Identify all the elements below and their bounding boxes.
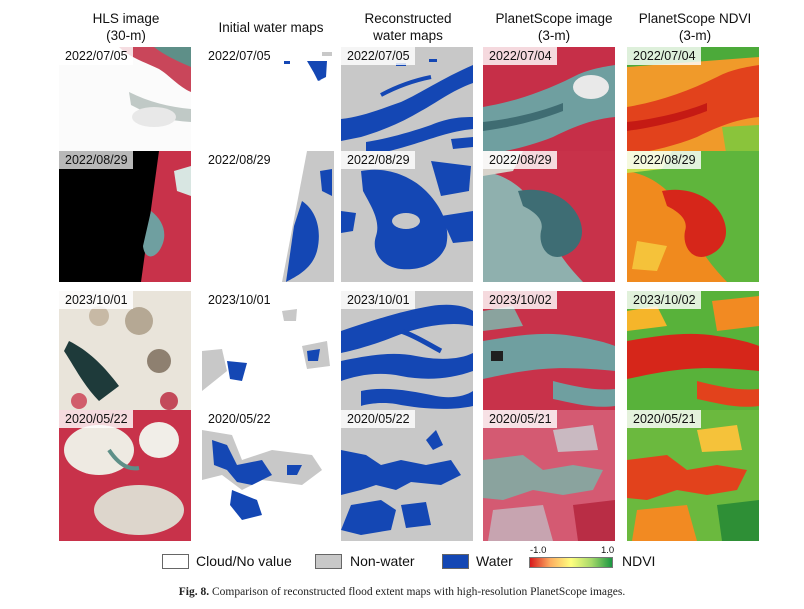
date-label: 2020/05/21 (627, 410, 701, 428)
date-label: 2023/10/01 (59, 291, 133, 309)
column-header-reconstructed: Reconstructed water maps (338, 10, 478, 44)
reconstructed-water-map (341, 291, 473, 422)
date-label: 2022/07/05 (341, 47, 415, 65)
date-label: 2020/05/22 (59, 410, 133, 428)
date-label: 2022/07/04 (627, 47, 701, 65)
panel-initial-row3: 2023/10/01 (202, 291, 334, 422)
figure-caption: Fig. 8. Comparison of reconstructed floo… (0, 586, 804, 598)
reconstructed-water-map (341, 410, 473, 541)
date-label: 2022/08/29 (483, 151, 557, 169)
column-header-line: Initial water maps (218, 20, 324, 35)
column-header-line: (3-m) (678, 28, 712, 43)
ndvi-min-label: -1.0 (530, 545, 547, 556)
panel-ndvi-row4: 2020/05/21 (627, 410, 759, 541)
column-header-initial: Initial water maps (201, 10, 341, 36)
date-label: 2020/05/22 (202, 410, 276, 428)
column-header-line: PlanetScope NDVI (638, 11, 752, 26)
panel-hls-row4: 2020/05/22 (59, 410, 191, 541)
date-label: 2023/10/02 (483, 291, 557, 309)
date-label: 2022/07/05 (202, 47, 276, 65)
column-header-hls: HLS image (30-m) (56, 10, 196, 44)
legend-label-nonwater: Non-water (350, 553, 415, 569)
ndvi-map (627, 151, 759, 282)
ndvi-max-label: 1.0 (601, 545, 615, 556)
ndvi-map (627, 291, 759, 422)
reconstructed-water-map (341, 151, 473, 282)
panel-initial-row4: 2020/05/22 (202, 410, 334, 541)
date-label: 2022/07/05 (59, 47, 133, 65)
date-label: 2023/10/01 (202, 291, 276, 309)
date-label: 2022/08/29 (341, 151, 415, 169)
column-header-line: (30-m) (106, 28, 146, 43)
column-header-line: water maps (373, 28, 443, 43)
initial-water-map (202, 291, 334, 422)
hls-image (59, 410, 191, 541)
hls-image (59, 151, 191, 282)
ndvi-colorbar (529, 557, 613, 568)
figure-caption-text: Comparison of reconstructed flood extent… (211, 586, 626, 598)
panel-planetscope-row2: 2022/08/29 (483, 151, 615, 282)
column-header-line: PlanetScope image (495, 11, 613, 26)
legend-label-water: Water (476, 553, 513, 569)
panel-ndvi-row3: 2023/10/02 (627, 291, 759, 422)
date-label: 2022/08/29 (627, 151, 701, 169)
panel-planetscope-row3: 2023/10/02 (483, 291, 615, 422)
column-header-planetscope: PlanetScope image (3-m) (484, 10, 624, 44)
ndvi-map (627, 410, 759, 541)
panel-hls-row3: 2023/10/01 (59, 291, 191, 422)
hls-image (59, 291, 191, 422)
legend-label-cloud: Cloud/No value (196, 553, 292, 569)
column-header-line: Reconstructed (364, 11, 452, 26)
legend-swatch-cloud (162, 554, 189, 569)
initial-water-map (202, 410, 334, 541)
legend: Cloud/No value Non-water Water -1.0 1.0 … (0, 545, 804, 573)
panel-reconstructed-row3: 2023/10/01 (341, 291, 473, 422)
panel-reconstructed-row4: 2020/05/22 (341, 410, 473, 541)
date-label: 2023/10/01 (341, 291, 415, 309)
legend-label-ndvi: NDVI (622, 553, 656, 569)
date-label: 2020/05/21 (483, 410, 557, 428)
panel-hls-row1: 2022/07/05 (59, 47, 191, 178)
panel-hls-row2: 2022/08/29 (59, 151, 191, 282)
column-header-line: (3-m) (537, 28, 571, 43)
date-label: 2020/05/22 (341, 410, 415, 428)
figure-label: Fig. 8. (178, 586, 210, 598)
column-header-line: HLS image (92, 11, 160, 26)
panel-initial-row2: 2022/08/29 (202, 151, 334, 282)
planetscope-image (483, 291, 615, 422)
date-label: 2022/08/29 (202, 151, 276, 169)
column-header-ndvi: PlanetScope NDVI (3-m) (625, 10, 765, 44)
legend-swatch-nonwater (315, 554, 342, 569)
planetscope-image (483, 410, 615, 541)
date-label: 2023/10/02 (627, 291, 701, 309)
initial-water-map (202, 151, 334, 282)
date-label: 2022/08/29 (59, 151, 133, 169)
panel-reconstructed-row2: 2022/08/29 (341, 151, 473, 282)
date-label: 2022/07/04 (483, 47, 557, 65)
planetscope-image (483, 151, 615, 282)
legend-swatch-water (442, 554, 469, 569)
panel-ndvi-row2: 2022/08/29 (627, 151, 759, 282)
panel-planetscope-row4: 2020/05/21 (483, 410, 615, 541)
